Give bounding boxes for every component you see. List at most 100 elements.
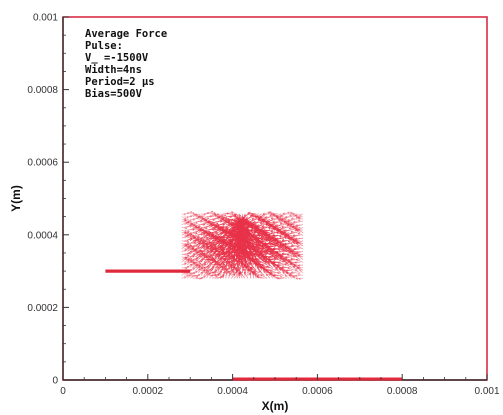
force-vector-head <box>217 235 221 238</box>
force-vector-head <box>287 220 290 223</box>
force-vector-head <box>251 217 254 221</box>
force-vector-head <box>252 252 258 258</box>
force-vector <box>198 226 205 231</box>
force-vector <box>267 256 279 260</box>
force-vector <box>275 251 284 253</box>
force-vector <box>279 222 287 226</box>
force-vector-head <box>277 272 280 275</box>
force-vector <box>195 226 204 231</box>
y-tick-label: 0.0006 <box>27 158 58 169</box>
force-vector <box>277 272 284 277</box>
force-vector <box>265 245 276 249</box>
force-vector <box>298 219 304 223</box>
force-vector-head <box>283 229 286 233</box>
force-vector-head <box>289 272 292 275</box>
force-vector <box>195 241 201 247</box>
force-vector <box>198 216 204 220</box>
force-vector-head <box>255 262 259 266</box>
force-vector-head <box>288 273 292 277</box>
force-vector-head <box>183 217 187 220</box>
force-vector-head <box>189 268 193 272</box>
force-vector <box>299 269 304 274</box>
force-vector <box>284 243 292 245</box>
force-vector-head <box>270 212 273 216</box>
force-vector-head <box>259 218 263 223</box>
force-vector <box>225 260 229 268</box>
force-vector-head <box>199 238 203 241</box>
force-vector-head <box>285 221 288 225</box>
force-vector <box>192 214 198 217</box>
force-vector-head <box>285 260 289 265</box>
force-vector-head <box>186 265 190 269</box>
force-vector <box>184 272 188 276</box>
force-vector-head <box>246 255 250 260</box>
force-vector <box>264 216 273 219</box>
force-vector-head <box>281 252 285 256</box>
force-vector <box>187 221 194 225</box>
force-vector-head <box>294 274 298 278</box>
force-vector <box>181 218 187 221</box>
force-vector <box>257 266 262 274</box>
force-vector <box>297 273 304 277</box>
force-vector-head <box>272 247 276 251</box>
force-vector-head <box>290 211 293 215</box>
force-vector-head <box>270 224 274 229</box>
force-vector-head <box>184 226 188 230</box>
force-vector-head <box>243 219 249 224</box>
force-vector <box>255 226 268 232</box>
force-vector-head <box>186 274 189 277</box>
force-vector-head <box>287 267 291 270</box>
force-vector-head <box>198 214 201 218</box>
force-vector-head <box>294 214 297 218</box>
force-vector <box>206 211 214 215</box>
force-vector-head <box>189 215 193 218</box>
force-vector <box>289 272 295 275</box>
force-vector <box>275 240 287 245</box>
force-vector <box>211 254 221 260</box>
force-vector-head <box>288 259 291 262</box>
force-vector <box>266 273 271 279</box>
force-vector <box>181 219 186 223</box>
force-vector <box>289 214 295 217</box>
electrodes <box>105 269 403 381</box>
force-vector-head <box>188 274 191 278</box>
force-vector <box>296 245 304 250</box>
force-vector <box>298 267 304 271</box>
force-vector-head <box>243 214 247 217</box>
force-vector-head <box>260 234 265 239</box>
force-vector <box>189 259 198 261</box>
force-vector-head <box>284 274 288 278</box>
force-vector-head <box>243 254 248 259</box>
y-axis-title: Y(m) <box>9 185 23 212</box>
force-vector-head <box>252 214 256 218</box>
force-vector <box>287 267 295 271</box>
force-vector-head <box>269 211 272 214</box>
force-vector-head <box>241 219 246 224</box>
force-vector-head <box>185 266 188 270</box>
force-vector <box>262 229 273 232</box>
force-vector-head <box>290 274 293 277</box>
force-vector-head <box>235 253 239 257</box>
force-vector-head <box>273 263 276 267</box>
force-vector-head <box>189 211 193 214</box>
force-vector-head <box>203 213 206 216</box>
force-vector-head <box>243 239 247 243</box>
force-vector <box>231 259 238 266</box>
force-vector-head <box>293 247 296 251</box>
force-vector-head <box>192 211 195 215</box>
force-vector <box>295 216 301 220</box>
force-vector-head <box>205 226 208 230</box>
force-vector <box>184 232 191 236</box>
force-vector-head <box>284 236 288 240</box>
force-vector-head <box>201 214 204 218</box>
force-vector <box>209 247 222 252</box>
force-vector-head <box>292 226 296 230</box>
force-vector <box>181 253 190 256</box>
force-vector <box>217 256 223 263</box>
force-vector <box>281 216 287 220</box>
force-vector <box>281 226 290 228</box>
force-vector <box>192 261 202 264</box>
force-vector <box>181 249 187 252</box>
force-vector-head <box>270 217 274 220</box>
